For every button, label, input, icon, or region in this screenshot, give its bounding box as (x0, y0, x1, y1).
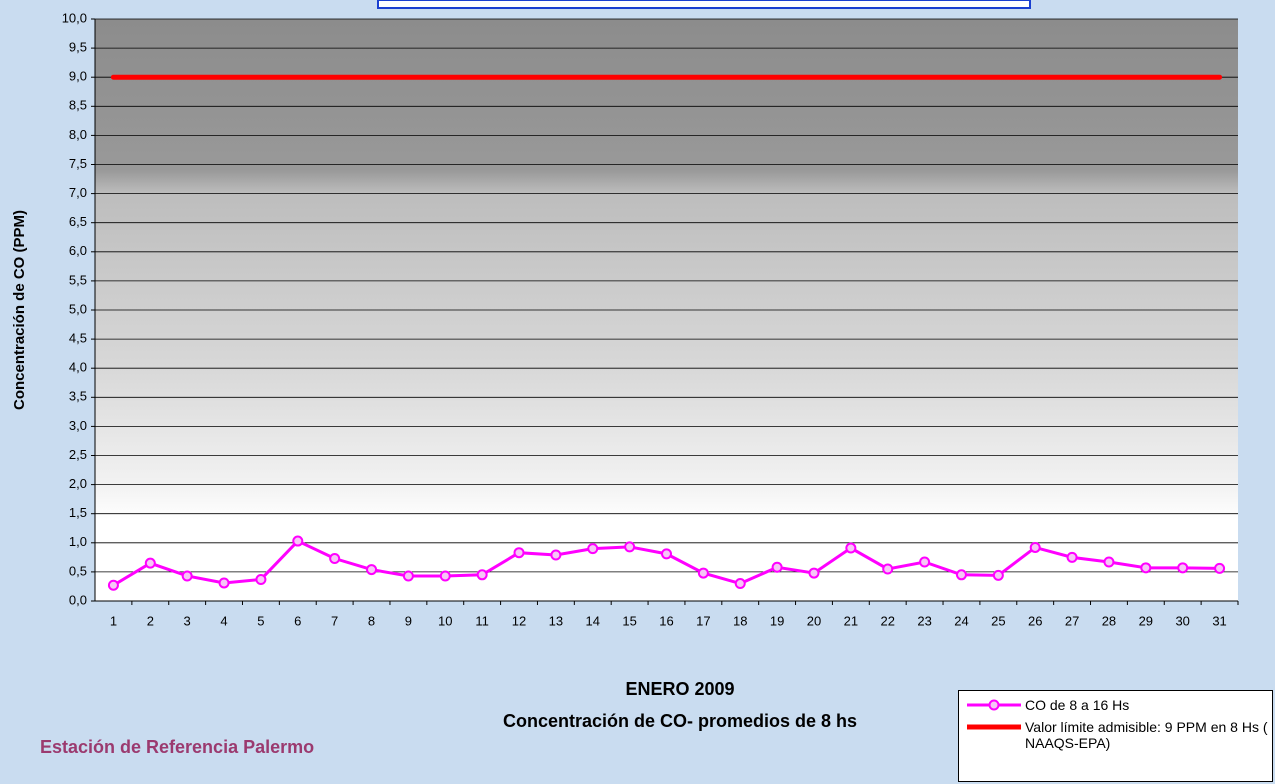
y-tick-label: 0,0 (69, 592, 87, 607)
point (808, 567, 820, 579)
x-tick-label: 5 (257, 613, 264, 628)
x-tick-label: 19 (770, 613, 784, 628)
legend-marker (988, 699, 1000, 711)
y-tick-label: 3,5 (69, 389, 87, 404)
x-tick-label: 8 (368, 613, 375, 628)
x-tick-label: 10 (438, 613, 452, 628)
y-tick-label: 2,0 (69, 476, 87, 491)
point (919, 556, 931, 568)
x-tick-label: 26 (1028, 613, 1042, 628)
point (661, 548, 672, 560)
station-label: Estación de Referencia Palermo (40, 737, 314, 757)
x-tick-label: 2 (147, 613, 154, 628)
point (1103, 556, 1115, 568)
x-tick-label: 13 (549, 613, 563, 628)
x-tick-label: 23 (917, 613, 931, 628)
point (402, 570, 414, 582)
x-tick-label: 25 (991, 613, 1005, 628)
legend-entry: Valor límite admisible: 9 PPM en 8 Hs ( … (963, 719, 1268, 751)
point (1029, 541, 1041, 553)
point (1177, 562, 1189, 574)
legend-swatch (967, 724, 1021, 730)
point (1214, 562, 1226, 574)
x-tick-label: 27 (1065, 613, 1079, 628)
legend-entry: CO de 8 a 16 Hs (963, 697, 1268, 713)
legend-label: Valor límite admisible: 9 PPM en 8 Hs ( … (1025, 719, 1268, 751)
chart-subtitle: Concentración de CO- promedios de 8 hs (503, 711, 857, 731)
x-tick-label: 30 (1175, 613, 1189, 628)
point (697, 567, 709, 579)
x-tick-label: 18 (733, 613, 747, 628)
x-tick-label: 15 (622, 613, 636, 628)
y-tick-label: 9,0 (69, 69, 87, 84)
y-tick-label: 8,5 (69, 98, 87, 113)
legend-label: CO de 8 a 16 Hs (1025, 697, 1130, 713)
y-tick-label: 2,5 (69, 447, 87, 462)
point (845, 542, 857, 554)
y-tick-label: 6,0 (69, 243, 87, 258)
x-tick-label: 11 (475, 613, 489, 628)
point (550, 549, 562, 561)
x-tick-label: 28 (1102, 613, 1116, 628)
x-tick-label: 20 (807, 613, 821, 628)
x-tick-label: 29 (1139, 613, 1153, 628)
y-tick-label: 5,0 (69, 301, 87, 316)
x-tick-label: 14 (586, 613, 600, 628)
point (624, 541, 636, 553)
x-tick-label: 31 (1212, 613, 1226, 628)
point (181, 570, 193, 582)
y-tick-label: 6,5 (69, 214, 87, 229)
x-tick-label: 4 (220, 613, 227, 628)
y-tick-label: 4,5 (69, 331, 87, 346)
point (255, 573, 267, 585)
point (292, 535, 304, 547)
y-tick-label: 1,5 (69, 505, 87, 520)
point (992, 569, 1004, 581)
x-tick-label: 17 (696, 613, 710, 628)
point (107, 579, 119, 591)
point (329, 553, 341, 565)
x-tick-label: 6 (294, 613, 301, 628)
x-tick-label: 16 (659, 613, 673, 628)
point (218, 577, 230, 589)
point (587, 543, 599, 555)
x-tick-label: 9 (405, 613, 412, 628)
x-tick-label: 21 (844, 613, 858, 628)
point (1066, 551, 1078, 563)
point (513, 547, 525, 559)
x-tick-label: 7 (331, 613, 338, 628)
point (439, 570, 451, 582)
y-tick-label: 3,0 (69, 418, 87, 433)
x-tick-label: 12 (512, 613, 526, 628)
legend: CO de 8 a 16 Hs Valor límite admisible: 9… (958, 690, 1273, 782)
x-tick-label: 22 (880, 613, 894, 628)
y-axis-title: Concentración de CO (PPM) (11, 210, 28, 410)
x-tick-label: 3 (184, 613, 191, 628)
point (882, 563, 894, 575)
y-tick-label: 0,5 (69, 563, 87, 578)
y-tick-label: 4,0 (69, 360, 87, 375)
legend-swatch (967, 699, 1021, 711)
y-tick-label: 7,5 (69, 156, 87, 171)
chart-title: ENERO 2009 (625, 679, 734, 699)
y-tick-label: 9,5 (69, 40, 87, 55)
y-tick-label: 1,0 (69, 534, 87, 549)
top-banner (377, 0, 1031, 9)
y-tick-label: 8,0 (69, 127, 87, 142)
x-tick-label: 24 (954, 613, 968, 628)
point (1140, 562, 1152, 574)
point (955, 569, 967, 581)
x-tick-label: 1 (110, 613, 117, 628)
point (476, 569, 488, 581)
point (366, 564, 378, 576)
y-tick-label: 5,5 (69, 272, 87, 287)
point (144, 557, 156, 569)
point (771, 561, 783, 573)
y-tick-label: 7,0 (69, 185, 87, 200)
y-tick-label: 10,0 (62, 10, 87, 25)
point (734, 578, 746, 590)
